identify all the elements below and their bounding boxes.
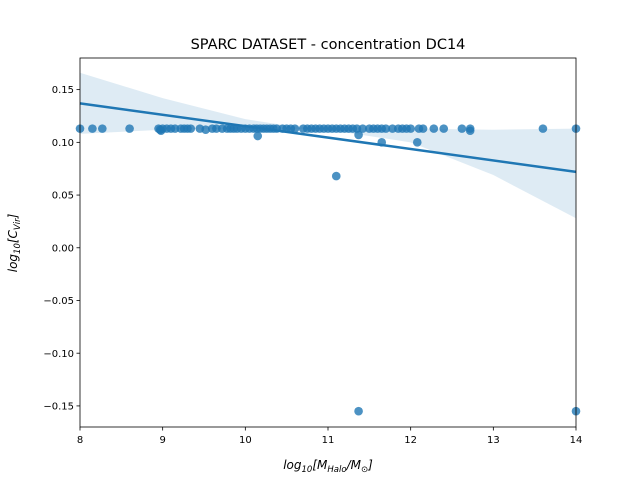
data-point — [155, 125, 165, 134]
data-point — [253, 131, 263, 141]
data-point — [290, 124, 300, 133]
y-tick-label: 0.05 — [52, 191, 74, 202]
x-tick-label: 9 — [159, 435, 165, 446]
x-tick-label: 8 — [77, 435, 83, 446]
data-point — [406, 124, 415, 133]
data-point — [429, 124, 439, 133]
data-point — [412, 138, 422, 147]
data-point — [439, 124, 449, 133]
regression-line — [79, 102, 577, 174]
data-point — [418, 124, 428, 133]
x-tick-label: 11 — [322, 435, 335, 446]
x-tick-label: 10 — [239, 435, 252, 446]
data-point — [377, 138, 387, 147]
y-axis-label: log10[CVir] — [6, 213, 23, 272]
y-tick-label: −0.05 — [43, 296, 74, 307]
y-axis-ticks: −0.15 −0.10 −0.05 0.00 0.05 0.10 0.15 — [43, 85, 80, 413]
y-tick-label: 0.10 — [52, 138, 74, 149]
x-tick-label: 13 — [487, 435, 500, 446]
data-point — [88, 124, 97, 133]
data-point — [98, 124, 107, 133]
regression-line-layer — [79, 102, 577, 174]
x-tick-label: 14 — [570, 435, 583, 446]
data-point — [125, 124, 134, 133]
x-axis-ticks: 8 9 10 11 12 13 14 — [77, 427, 583, 446]
confidence-band — [80, 72, 576, 219]
y-tick-label: 0.00 — [52, 243, 74, 254]
y-tick-label: 0.15 — [52, 85, 74, 96]
data-point — [358, 124, 368, 133]
x-axis-label: log10[MHalo/M⊙] — [283, 458, 373, 475]
data-point — [354, 406, 363, 416]
data-point — [331, 171, 341, 181]
data-point — [538, 124, 548, 133]
y-tick-label: −0.10 — [43, 349, 74, 360]
data-points-layer — [75, 124, 581, 416]
data-point — [457, 124, 467, 133]
confidence-band-layer — [80, 72, 576, 219]
data-point — [201, 125, 210, 134]
chart-title: SPARC DATASET - concentration DC14 — [191, 37, 466, 53]
x-tick-label: 12 — [404, 435, 417, 446]
y-tick-label: −0.15 — [43, 402, 74, 413]
data-point — [186, 124, 196, 133]
data-point — [354, 130, 363, 140]
data-point — [381, 124, 391, 133]
data-point — [465, 126, 475, 136]
